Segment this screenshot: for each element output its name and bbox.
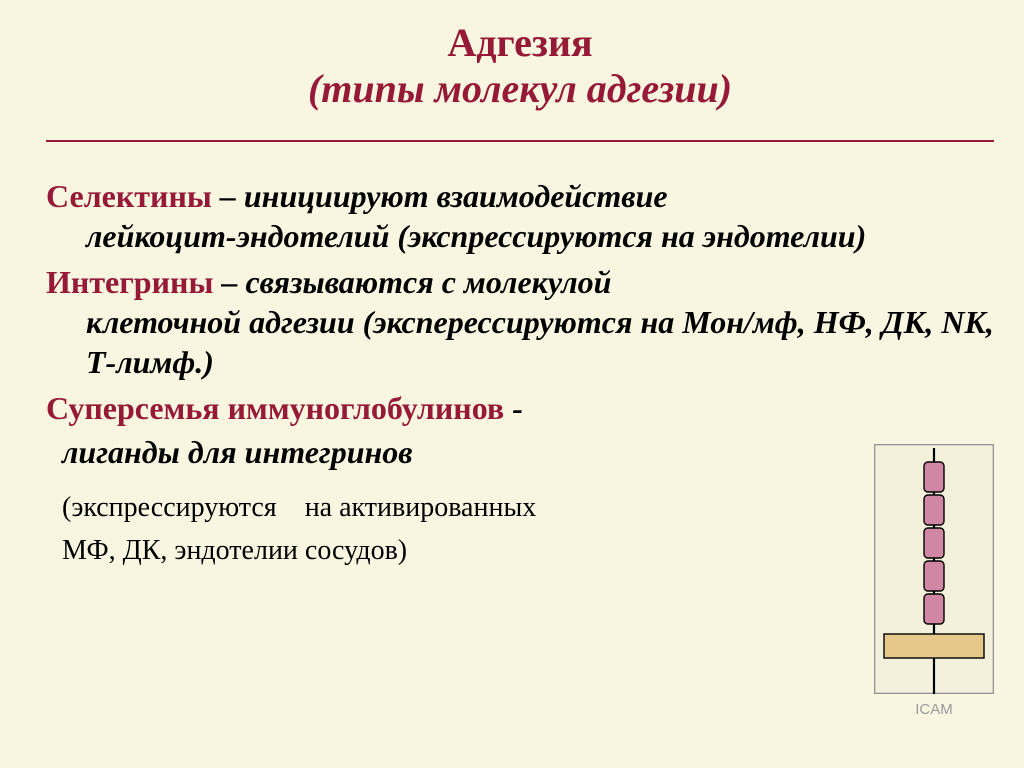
slide-subtitle: (типы молекул адгезии): [46, 66, 994, 112]
icam-svg: [874, 444, 994, 694]
ligand-line: лиганды для интегринов: [46, 432, 994, 472]
lead-ig: Суперсемья иммуноглобулинов: [46, 390, 504, 426]
slide-title: Адгезия: [46, 20, 994, 66]
item-integrins: Интегрины – связываются с молекулой клет…: [46, 262, 994, 382]
body-text: Селектины – инициируют взаимодействие ле…: [46, 176, 994, 573]
expr-b: МФ, ДК, эндотелии сосудов): [62, 535, 407, 566]
title-rule: [46, 140, 994, 142]
title-block: Адгезия (типы молекул адгезии): [46, 20, 994, 112]
lead-selectins: Селектины: [46, 178, 212, 214]
icam-label: ICAM: [874, 701, 994, 718]
dash: -: [504, 390, 523, 426]
text-ig: -: [504, 390, 523, 426]
lead-integrins: Интегрины: [46, 264, 213, 300]
cont-integrins: клеточной адгезии (эксперессируются на М…: [46, 302, 994, 382]
item-ig-superfamily: Суперсемья иммуноглобулинов - лиганды дл…: [46, 388, 994, 573]
icam-diagram: ICAM: [874, 444, 994, 718]
item-selectins: Селектины – инициируют взаимодействие ле…: [46, 176, 994, 256]
dash: –: [213, 264, 245, 300]
dash: –: [212, 178, 244, 214]
cont-selectins: лейкоцит-эндотелий (экспрессируются на э…: [46, 216, 994, 256]
txt: инициируют взаимодействие: [244, 178, 668, 214]
txt: связываются с молекулой: [245, 264, 611, 300]
expr-a: (экспрессируются на активированных: [62, 492, 536, 523]
expression-line: (экспрессируются на активированных МФ, Д…: [46, 486, 994, 573]
slide: Адгезия (типы молекул адгезии) Селектины…: [0, 0, 1024, 768]
text-selectins: – инициируют взаимодействие: [212, 178, 668, 214]
text-integrins: – связываются с молекулой: [213, 264, 611, 300]
